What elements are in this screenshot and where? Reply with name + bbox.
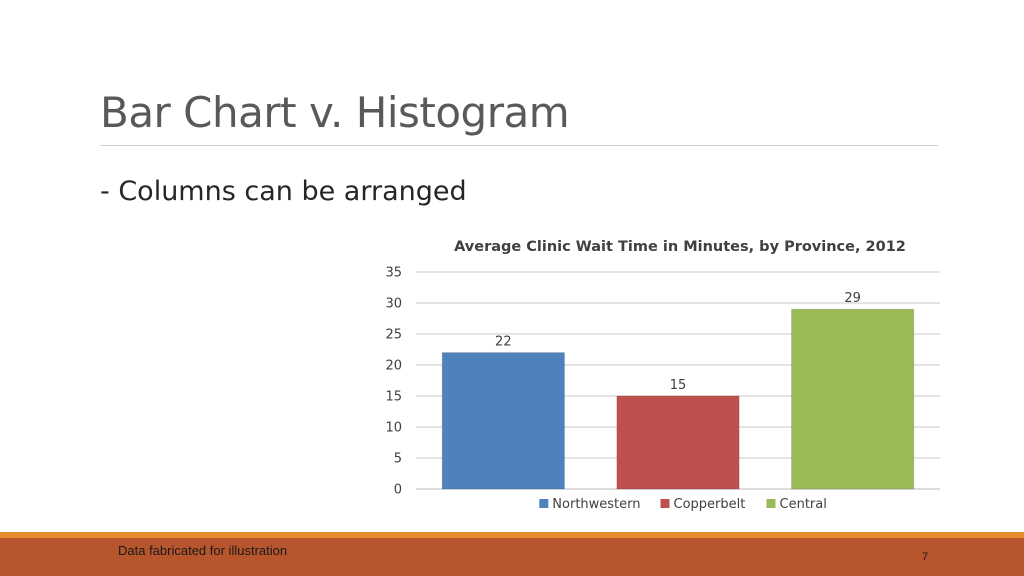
y-tick-label: 20 (385, 359, 402, 374)
chart-title: Average Clinic Wait Time in Minutes, by … (454, 239, 906, 255)
chart-svg: Average Clinic Wait Time in Minutes, by … (385, 239, 940, 512)
title-divider (100, 145, 938, 146)
page-number: 7 (922, 551, 929, 563)
bar (441, 352, 565, 490)
y-tick-label: 0 (394, 483, 402, 498)
y-tick-label: 35 (385, 266, 402, 281)
legend-label: Copperbelt (674, 497, 746, 512)
y-tick-label: 25 (385, 328, 402, 343)
data-label: 29 (844, 291, 861, 306)
y-tick-label: 30 (385, 297, 402, 312)
bar (791, 308, 915, 490)
bar-chart: Average Clinic Wait Time in Minutes, by … (370, 228, 948, 524)
legend-label: Northwestern (552, 497, 640, 512)
legend-swatch (539, 499, 549, 508)
legend-swatch (766, 499, 776, 508)
y-tick-label: 15 (385, 390, 402, 405)
footer-accent-stripe (0, 532, 1024, 538)
data-label: 15 (670, 378, 687, 393)
legend-label: Central (780, 497, 827, 512)
data-label: 22 (495, 335, 512, 350)
y-tick-label: 10 (385, 421, 402, 436)
footer-bar (0, 538, 1024, 576)
bullet-text: - Columns can be arranged (100, 176, 467, 207)
footer-note: Data fabricated for illustration (118, 543, 288, 558)
y-tick-label: 5 (394, 452, 402, 467)
bar (616, 395, 740, 490)
legend-swatch (660, 499, 670, 508)
slide-title: Bar Chart v. Histogram (100, 88, 570, 137)
